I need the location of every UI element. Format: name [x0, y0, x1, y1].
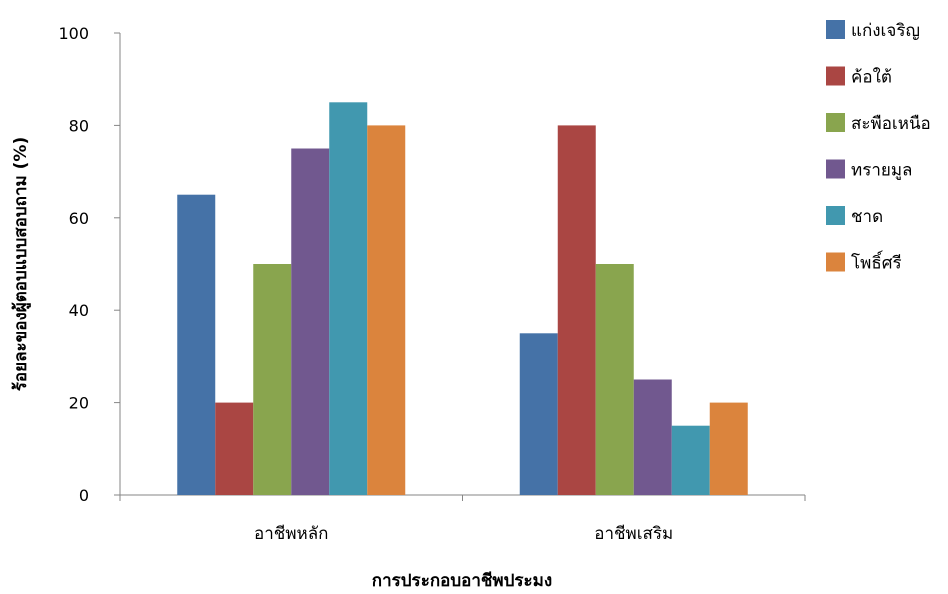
legend-label: แก่งเจริญ: [851, 21, 920, 41]
y-axis-title: ร้อยละของผู้ตอบแบบสอบถาม (%): [11, 137, 32, 391]
legend-swatch: [826, 113, 845, 132]
legend-swatch: [826, 252, 845, 272]
bar: [367, 125, 406, 496]
legend: แก่งเจริญค้อใต้สะพือเหนือทรายมูลชาดโพธิ์…: [826, 20, 931, 274]
bar: [557, 125, 596, 496]
bar: [671, 425, 710, 495]
y-tick-label: 60: [69, 209, 89, 228]
bar: [633, 379, 672, 495]
bar: [595, 264, 634, 495]
bar: [215, 402, 254, 495]
x-categories: อาชีพหลัก อาชีพเสริม: [119, 495, 806, 544]
legend-swatch: [826, 206, 845, 225]
y-tick-label: 40: [69, 301, 89, 320]
y-tick-label: 100: [58, 24, 89, 43]
bar: [253, 264, 292, 495]
legend-label: ค้อใต้: [851, 67, 892, 88]
bar: [291, 148, 330, 495]
y-tick-label: 0: [79, 486, 89, 505]
x-category-label: อาชีพเสริม: [594, 524, 673, 544]
x-category-label: อาชีพหลัก: [254, 524, 328, 544]
bar: [519, 333, 558, 495]
legend-swatch: [826, 159, 845, 179]
bars: [177, 102, 748, 496]
legend-label: ชาด: [851, 207, 883, 227]
legend-label: สะพือเหนือ: [851, 114, 931, 134]
legend-swatch: [826, 20, 845, 39]
legend-label: ทรายมูล: [851, 161, 912, 181]
y-tick-label: 80: [69, 116, 89, 135]
bar: [329, 102, 368, 496]
bar: [709, 402, 748, 495]
y-ticks: 0 20 40 60 80 100: [58, 24, 120, 505]
legend-swatch: [826, 66, 845, 86]
x-axis-title: การประกอบอาชีพประมง: [372, 570, 552, 591]
bar: [177, 194, 216, 495]
y-tick-label: 20: [69, 394, 89, 413]
legend-label: โพธิ์ศรี: [851, 251, 902, 274]
